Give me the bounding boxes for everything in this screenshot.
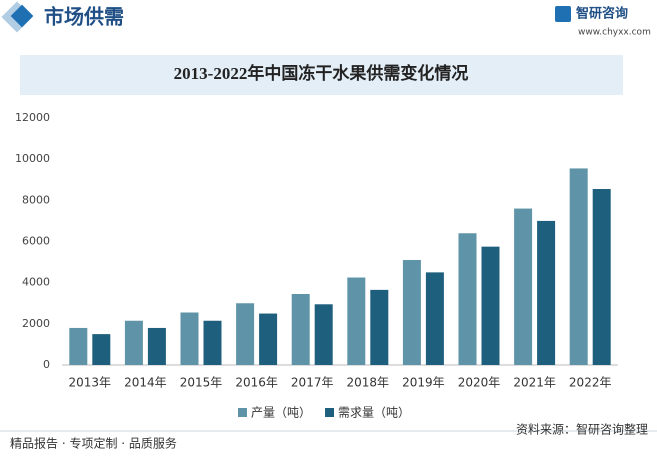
x-tick-label: 2018年 — [347, 376, 390, 390]
x-tick-label: 2022年 — [569, 376, 612, 390]
bar — [147, 327, 166, 365]
brand-url: www.chyxx.com — [578, 28, 651, 38]
bar — [370, 289, 389, 365]
bar — [592, 189, 611, 365]
bar — [314, 304, 333, 365]
brand-logo — [555, 6, 571, 22]
y-tick-label: 4000 — [22, 276, 50, 289]
bar — [514, 208, 533, 365]
bar — [259, 313, 278, 365]
bar — [92, 334, 111, 365]
x-tick-label: 2020年 — [458, 376, 501, 390]
y-tick-label: 8000 — [22, 193, 50, 206]
y-tick-label: 6000 — [22, 235, 50, 248]
y-tick-label: 0 — [43, 358, 50, 371]
bar — [124, 320, 143, 365]
bar — [180, 312, 199, 365]
bar — [481, 246, 500, 365]
bar — [69, 327, 88, 365]
bar — [458, 233, 477, 365]
y-tick-label: 2000 — [22, 317, 50, 330]
legend-label: 需求量（吨） — [338, 406, 410, 420]
x-tick-label: 2015年 — [180, 376, 223, 390]
x-tick-label: 2019年 — [402, 376, 445, 390]
legend-swatch — [325, 408, 335, 417]
x-tick-label: 2017年 — [291, 376, 334, 390]
brand-name: 智研咨询 — [576, 6, 628, 22]
bar — [291, 293, 310, 365]
legend-swatch — [238, 408, 247, 417]
bar — [425, 272, 444, 365]
source-note: 资料来源：智研咨询整理 — [516, 422, 648, 437]
y-tick-label: 10000 — [15, 152, 50, 165]
y-tick-label: 12000 — [15, 111, 50, 124]
header-title: 市场供需 — [44, 5, 124, 29]
x-tick-label: 2014年 — [124, 376, 167, 390]
plot: 0 2000 4000 6000 8000 10000 12000 2013年 2014年 201… — [15, 111, 618, 420]
bar — [203, 320, 222, 365]
bar — [402, 260, 421, 365]
legend-label: 产量（吨） — [251, 406, 311, 420]
x-tick-label: 2021年 — [513, 376, 556, 390]
bar — [569, 168, 588, 365]
x-tick-label: 2013年 — [69, 376, 112, 390]
bar — [537, 220, 556, 365]
chart-title: 2013-2022年中国冻干水果供需变化情况 — [174, 63, 469, 83]
bar — [236, 303, 255, 365]
x-tick-label: 2016年 — [235, 376, 278, 390]
title-band — [20, 55, 623, 95]
bar — [347, 277, 366, 365]
footer-tagline: 精品报告 · 专项定制 · 品质服务 — [10, 436, 177, 451]
